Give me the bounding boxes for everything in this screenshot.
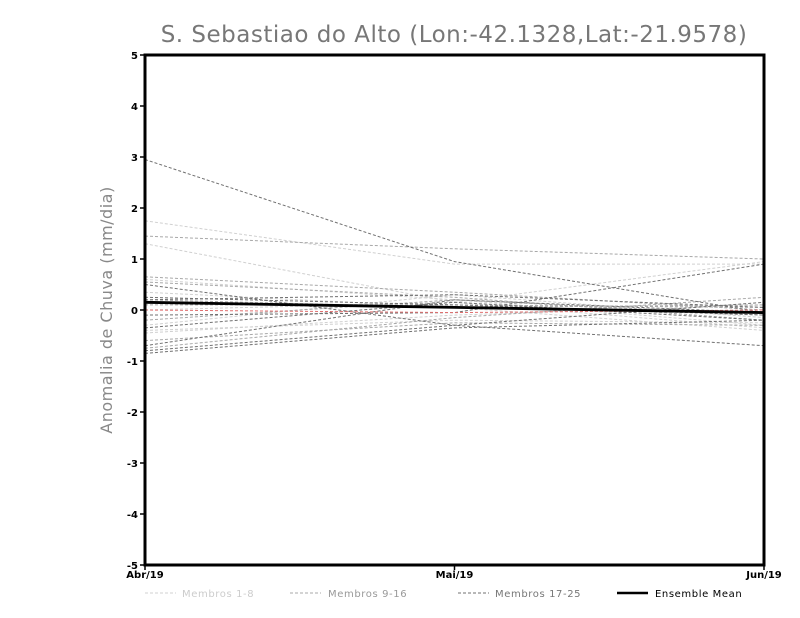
legend-label-members-1-8: Membros 1-8 xyxy=(182,589,254,600)
member-line-14 xyxy=(145,304,765,308)
legend-label-ensemble-mean: Ensemble Mean xyxy=(655,589,742,600)
member-line-25 xyxy=(144,319,765,354)
y-tick-label: -5 xyxy=(127,561,138,572)
y-tick-label: 0 xyxy=(131,306,138,317)
legend-label-members-17-25: Membros 17-25 xyxy=(495,589,581,600)
legend-label-members-9-16: Membros 9-16 xyxy=(328,589,407,600)
member-line-9 xyxy=(144,235,765,260)
y-tick-label: -4 xyxy=(127,510,138,521)
x-tick-label: Abr/19 xyxy=(126,570,163,581)
member-line-13 xyxy=(144,322,765,342)
member-line-17 xyxy=(144,159,765,314)
ensemble-mean-line xyxy=(144,300,765,314)
y-tick-label: 1 xyxy=(131,255,138,266)
member-line-23 xyxy=(144,301,765,329)
member-line-10 xyxy=(144,281,765,321)
member-line-4 xyxy=(144,301,765,329)
y-axis-label: Anomalia de Chuva (mm/dia) xyxy=(97,186,116,433)
series-layer xyxy=(144,159,765,354)
legend: Membros 1-8 Membros 9-16 Membros 17-25 E… xyxy=(145,589,742,600)
chart-title: S. Sebastiao do Alto (Lon:-42.1328,Lat:-… xyxy=(161,22,748,48)
member-line-6 xyxy=(144,304,765,334)
member-line-20 xyxy=(144,299,765,347)
y-tick-label: 3 xyxy=(131,153,138,164)
y-tick-label: 5 xyxy=(131,51,138,62)
member-line-2 xyxy=(144,243,765,303)
y-tick-label: -3 xyxy=(127,459,138,470)
x-tick-label: Mai/19 xyxy=(436,570,474,581)
y-tick-label: -2 xyxy=(127,408,138,419)
member-line-22 xyxy=(144,294,765,308)
ticks-layer: -5 -4 -3 -2 -1 0 1 2 3 4 5 Abr/19 Mai/19 Jun/19 xyxy=(126,51,782,581)
y-tick-label: 4 xyxy=(131,102,138,113)
member-line-1 xyxy=(144,220,764,265)
member-line-5 xyxy=(144,319,765,331)
y-tick-label: 2 xyxy=(131,204,138,215)
member-line-16 xyxy=(144,296,765,349)
x-tick-label: Jun/19 xyxy=(745,570,782,581)
member-line-19 xyxy=(144,301,765,352)
member-line-11 xyxy=(144,299,765,308)
y-tick-label: -1 xyxy=(127,357,138,368)
